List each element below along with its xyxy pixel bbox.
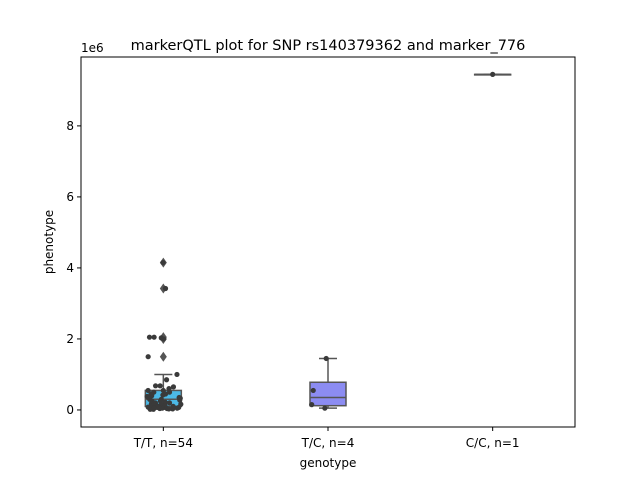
strip-point — [309, 402, 315, 408]
strip-point — [151, 334, 157, 340]
strip-point — [177, 397, 183, 403]
y-axis-label: phenotype — [42, 210, 56, 274]
strip-point — [174, 371, 180, 378]
strip-point — [323, 355, 329, 362]
strip-point — [174, 405, 180, 411]
y-offset-label: 1e6 — [81, 41, 104, 55]
strip-point — [145, 387, 151, 394]
strip-point — [150, 406, 156, 412]
strip-point — [322, 405, 328, 411]
x-tick-label: T/C, n=4 — [301, 436, 355, 450]
x-axis-label: genotype — [300, 456, 357, 470]
strip-point — [145, 354, 151, 360]
x-tick-label: C/C, n=1 — [466, 436, 520, 450]
strip-point — [146, 334, 153, 340]
y-tick-label: 2 — [66, 332, 74, 346]
strip-point — [170, 406, 176, 412]
strip-point — [166, 389, 173, 395]
strip-point — [166, 406, 172, 412]
strip-point — [157, 405, 163, 412]
strip-point — [157, 383, 163, 389]
y-tick-label: 8 — [66, 119, 74, 133]
strip-point — [160, 392, 166, 398]
strip-point — [160, 336, 167, 342]
strip-point — [310, 387, 316, 394]
strip-point — [162, 285, 169, 292]
strip-point — [166, 400, 173, 406]
strip-point — [490, 71, 496, 77]
y-tick-label: 6 — [66, 190, 74, 204]
strip-point — [170, 384, 177, 390]
box — [309, 381, 347, 407]
chart-title: markerQTL plot for SNP rs140379362 and m… — [131, 38, 526, 54]
x-tick-label: T/T, n=54 — [133, 436, 193, 450]
strip-point — [163, 377, 170, 383]
strip-point — [160, 259, 166, 266]
strip-point — [152, 383, 159, 389]
outlier — [159, 351, 167, 362]
y-tick-label: 0 — [66, 403, 74, 417]
y-tick-label: 4 — [66, 261, 74, 275]
